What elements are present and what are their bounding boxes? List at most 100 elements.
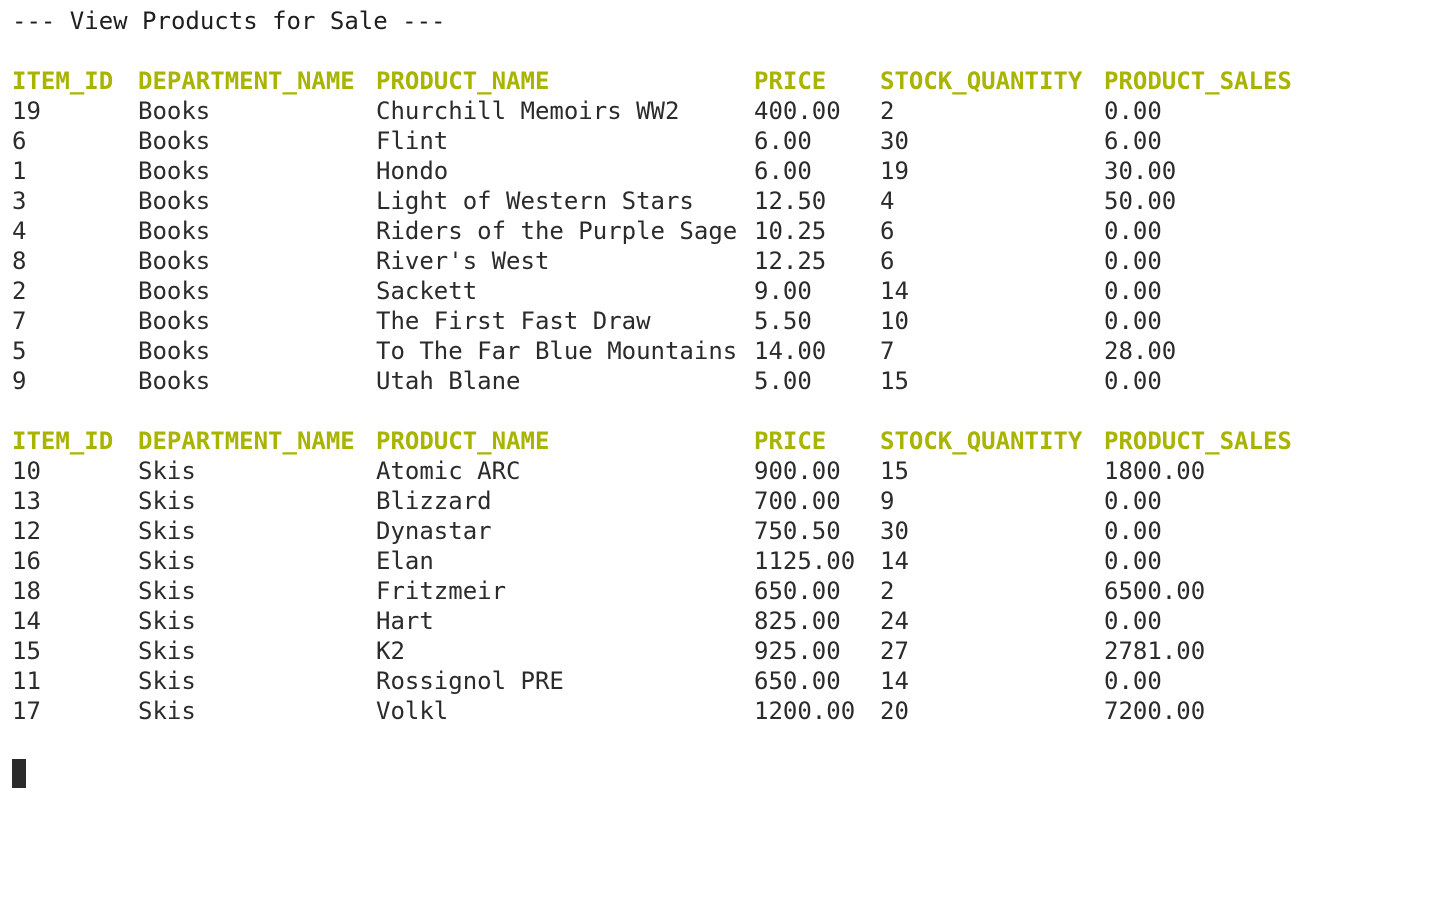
price: 650.00	[754, 667, 841, 695]
department-name: Books	[138, 97, 211, 125]
product-name: Sackett	[376, 277, 478, 305]
item-id: 4	[12, 217, 27, 245]
stock-quantity: 15	[880, 367, 909, 395]
product-name: To The Far Blue Mountains	[376, 337, 738, 365]
product-sales: 0.00	[1104, 607, 1162, 635]
product-sales: 0.00	[1104, 307, 1162, 335]
stock-quantity: 30	[880, 127, 909, 155]
page-title: --- View Products for Sale ---	[12, 7, 446, 35]
header-stock-quantity: STOCK_QUANTITY	[880, 427, 1083, 455]
department-name: Books	[138, 277, 211, 305]
stock-quantity: 9	[880, 487, 895, 515]
product-name: Churchill Memoirs WW2	[376, 97, 680, 125]
stock-quantity: 19	[880, 157, 909, 185]
product-name: Blizzard	[376, 487, 492, 515]
header-product-name: PRODUCT_NAME	[376, 67, 550, 95]
department-name: Books	[138, 187, 211, 215]
product-sales: 0.00	[1104, 487, 1162, 515]
table-row: 4 Books Riders of the Purple Sage 10.25 …	[12, 216, 1162, 246]
product-sales: 0.00	[1104, 217, 1162, 245]
department-name: Skis	[138, 517, 196, 545]
product-sales: 0.00	[1104, 367, 1162, 395]
item-id: 1	[12, 157, 27, 185]
table-row: 6 Books Flint 6.00 30 6.00	[12, 126, 1162, 156]
product-sales: 50.00	[1104, 187, 1177, 215]
table-row: 16 Skis Elan 1125.00 14 0.00	[12, 546, 1162, 576]
department-name: Skis	[138, 577, 196, 605]
header-product-sales: PRODUCT_SALES	[1104, 427, 1292, 455]
product-sales: 28.00	[1104, 337, 1177, 365]
price: 5.00	[754, 367, 812, 395]
item-id: 15	[12, 637, 41, 665]
price: 6.00	[754, 127, 812, 155]
department-name: Skis	[138, 547, 196, 575]
stock-quantity: 2	[880, 577, 895, 605]
header-stock-quantity: STOCK_QUANTITY	[880, 67, 1083, 95]
header-price: PRICE	[754, 67, 827, 95]
table-row: 12 Skis Dynastar 750.50 30 0.00	[12, 516, 1162, 546]
department-name: Books	[138, 127, 211, 155]
product-name: Fritzmeir	[376, 577, 507, 605]
department-name: Skis	[138, 637, 196, 665]
table-row: 9 Books Utah Blane 5.00 15 0.00	[12, 366, 1162, 396]
department-name: Skis	[138, 667, 196, 695]
product-sales: 6500.00	[1104, 577, 1206, 605]
terminal-cursor[interactable]	[12, 759, 26, 788]
department-name: Books	[138, 307, 211, 335]
table-row: 8 Books River's West 12.25 6 0.00	[12, 246, 1162, 276]
item-id: 8	[12, 247, 27, 275]
price: 925.00	[754, 637, 841, 665]
header-price: PRICE	[754, 427, 827, 455]
table-row: 7 Books The First Fast Draw 5.50 10 0.00	[12, 306, 1162, 336]
product-name: The First Fast Draw	[376, 307, 651, 335]
stock-quantity: 27	[880, 637, 909, 665]
header-product-sales: PRODUCT_SALES	[1104, 67, 1292, 95]
price: 650.00	[754, 577, 841, 605]
price: 10.25	[754, 217, 827, 245]
item-id: 18	[12, 577, 41, 605]
price: 12.25	[754, 247, 827, 275]
product-name: River's West	[376, 247, 550, 275]
price: 825.00	[754, 607, 841, 635]
item-id: 10	[12, 457, 41, 485]
department-name: Skis	[138, 457, 196, 485]
department-name: Skis	[138, 697, 196, 725]
stock-quantity: 20	[880, 697, 909, 725]
table-row: 19 Books Churchill Memoirs WW2 400.00 2 …	[12, 96, 1162, 126]
product-name: K2	[376, 637, 405, 665]
product-sales: 0.00	[1104, 517, 1162, 545]
stock-quantity: 10	[880, 307, 909, 335]
product-sales: 6.00	[1104, 127, 1162, 155]
product-name: Elan	[376, 547, 434, 575]
stock-quantity: 30	[880, 517, 909, 545]
item-id: 17	[12, 697, 41, 725]
product-sales: 0.00	[1104, 277, 1162, 305]
department-name: Skis	[138, 607, 196, 635]
table-row: 13 Skis Blizzard 700.00 9 0.00	[12, 486, 1162, 516]
product-name: Hondo	[376, 157, 449, 185]
item-id: 3	[12, 187, 27, 215]
department-name: Books	[138, 337, 211, 365]
price: 5.50	[754, 307, 812, 335]
stock-quantity: 2	[880, 97, 895, 125]
product-name: Atomic ARC	[376, 457, 521, 485]
department-name: Books	[138, 367, 211, 395]
price: 400.00	[754, 97, 841, 125]
item-id: 12	[12, 517, 41, 545]
item-id: 13	[12, 487, 41, 515]
table-row: 3 Books Light of Western Stars 12.50 4 5…	[12, 186, 1176, 216]
item-id: 9	[12, 367, 27, 395]
product-name: Dynastar	[376, 517, 492, 545]
table-header: ITEM_ID DEPARTMENT_NAME PRODUCT_NAME PRI…	[12, 426, 1292, 456]
header-item-id: ITEM_ID	[12, 67, 114, 95]
table-row: 17 Skis Volkl 1200.00 20 7200.00	[12, 696, 1205, 726]
stock-quantity: 24	[880, 607, 909, 635]
table-row: 11 Skis Rossignol PRE 650.00 14 0.00	[12, 666, 1162, 696]
product-name: Riders of the Purple Sage	[376, 217, 738, 245]
table-row: 2 Books Sackett 9.00 14 0.00	[12, 276, 1162, 306]
department-name: Books	[138, 217, 211, 245]
stock-quantity: 6	[880, 217, 895, 245]
price: 750.50	[754, 517, 841, 545]
product-sales: 7200.00	[1104, 697, 1206, 725]
stock-quantity: 14	[880, 667, 909, 695]
